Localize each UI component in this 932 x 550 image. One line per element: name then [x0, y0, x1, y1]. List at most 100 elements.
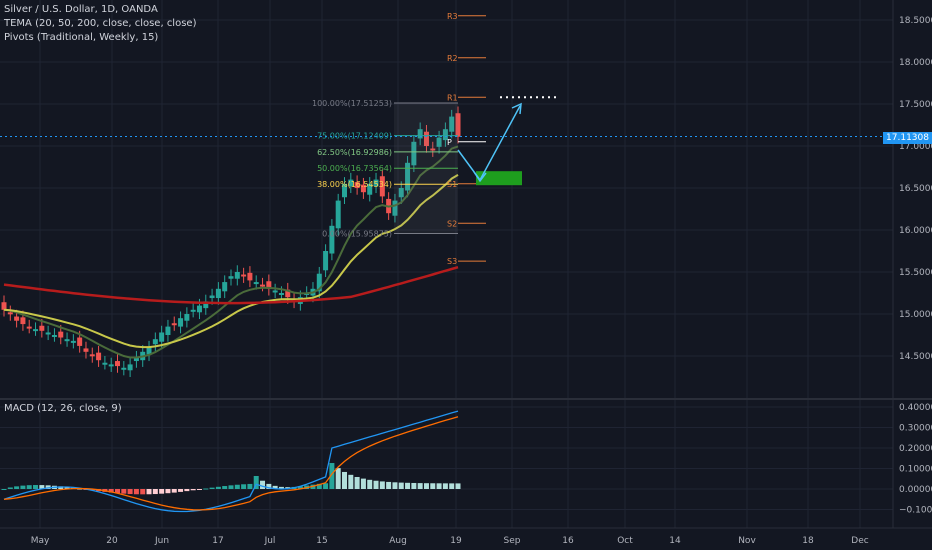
macd-histogram-bar [348, 474, 354, 489]
chart-legend: Silver / U.S. Dollar, 1D, OANDA TEMA (20… [4, 3, 196, 45]
candle-body [423, 131, 429, 146]
macd-histogram-bar [417, 483, 423, 489]
macd-histogram-bar [184, 489, 190, 492]
tema-50-line [3, 174, 459, 349]
fib-level-label: 0.00%(15.95875) [322, 229, 392, 238]
candle-body [83, 348, 89, 352]
candle-body [152, 339, 158, 345]
candle-body [342, 183, 347, 198]
signal-line [3, 416, 459, 511]
arrow-head-up [511, 102, 522, 115]
candle-body [442, 129, 448, 141]
fib-level-label: 100.00%(17.51253) [312, 99, 392, 108]
macd-histogram-bar [64, 487, 70, 489]
time-tick-label: 17 [212, 536, 223, 546]
candle-body [108, 364, 114, 367]
pivot-label: P [447, 138, 452, 147]
candle-body [228, 276, 234, 279]
macd-histogram-bar [222, 486, 228, 489]
macd-histogram-bar [146, 489, 152, 495]
candle-body [234, 272, 240, 279]
macd-histogram-bar [39, 485, 45, 489]
candle-body [165, 326, 171, 335]
candle-body [392, 200, 398, 216]
current-price-badge: 17.11308 [883, 132, 932, 144]
macd-histogram-bar [260, 480, 266, 489]
candle-body [430, 148, 436, 151]
pivot-label: R1 [447, 93, 458, 102]
time-tick-label: Jul [264, 536, 276, 546]
candle-body [222, 282, 228, 292]
time-tick-label: 15 [316, 536, 327, 546]
macd-histogram-bar [14, 486, 20, 489]
candle-body [278, 293, 284, 295]
macd-histogram-bar [171, 489, 177, 493]
macd-histogram-bar [436, 483, 442, 489]
candle-body [360, 184, 366, 193]
macd-legend-wrap: MACD (12, 26, close, 9) [4, 402, 122, 416]
candle-body [171, 323, 177, 326]
candle-body [58, 331, 64, 338]
candle-body [20, 317, 26, 325]
macd-histogram-bar [379, 481, 385, 489]
pivots-legend[interactable]: Pivots (Traditional, Weekly, 15) [4, 32, 159, 43]
pivot-label: S2 [447, 219, 457, 228]
macd-legend[interactable]: MACD (12, 26, close, 9) [4, 403, 122, 414]
candle-body [178, 318, 184, 327]
target-zone-box [476, 171, 522, 186]
time-tick-label: 14 [669, 536, 681, 546]
candle-body [146, 347, 152, 355]
macd-histogram-bar [329, 463, 335, 489]
macd-histogram-bar [373, 480, 379, 489]
candle-body [26, 326, 32, 329]
macd-histogram-bar [455, 483, 461, 489]
macd-histogram-bar [133, 489, 139, 495]
macd-histogram-bar [190, 489, 196, 491]
candle-body [127, 364, 133, 371]
macd-histogram-bar [115, 489, 120, 494]
price-tick-label: 17.50000 [899, 100, 932, 110]
macd-histogram-bar [26, 485, 32, 489]
macd-histogram-bar [108, 489, 114, 493]
macd-histogram-bar [20, 485, 26, 489]
arrow-head-down [473, 171, 487, 183]
time-tick-label: Dec [851, 536, 868, 546]
macd-histogram-bar [272, 485, 278, 489]
time-tick-label: 20 [106, 536, 118, 546]
time-tick-label: Sep [504, 536, 521, 546]
candle-body [133, 357, 139, 362]
candle-body [14, 316, 20, 321]
candle-body [323, 251, 329, 271]
candle-body [379, 176, 385, 197]
macd-histogram-bar [209, 487, 215, 489]
symbol-legend[interactable]: Silver / U.S. Dollar, 1D, OANDA [4, 4, 158, 15]
candle-body [51, 335, 57, 337]
macd-histogram-bar [89, 489, 95, 491]
fib-level-label: 62.50%(16.92986) [317, 148, 392, 157]
macd-histogram-bar [234, 484, 240, 489]
candle-body [329, 225, 335, 254]
macd-histogram-bar [449, 483, 455, 489]
fib-level-label: 50.00%(16.73564) [317, 164, 392, 173]
macd-histogram-bar [398, 482, 404, 489]
price-tick-label: 14.50000 [899, 352, 932, 362]
candle-body [70, 340, 76, 343]
macd-histogram-bar [266, 483, 272, 489]
macd-histogram-bar [405, 482, 411, 489]
candle-body [398, 188, 404, 198]
candle-body [7, 312, 13, 315]
candle-body [367, 183, 373, 195]
macd-histogram-bar [392, 482, 398, 489]
tema-legend[interactable]: TEMA (20, 50, 200, close, close, close) [4, 18, 197, 29]
time-tick-label: May [31, 536, 50, 546]
candle-body [449, 116, 455, 132]
tema-200-line [3, 265, 459, 305]
price-tick-label: 16.00000 [899, 226, 932, 236]
macd-histogram-bar [203, 488, 209, 490]
time-tick-label: Oct [617, 536, 633, 546]
macd-histogram-bar [58, 486, 64, 489]
